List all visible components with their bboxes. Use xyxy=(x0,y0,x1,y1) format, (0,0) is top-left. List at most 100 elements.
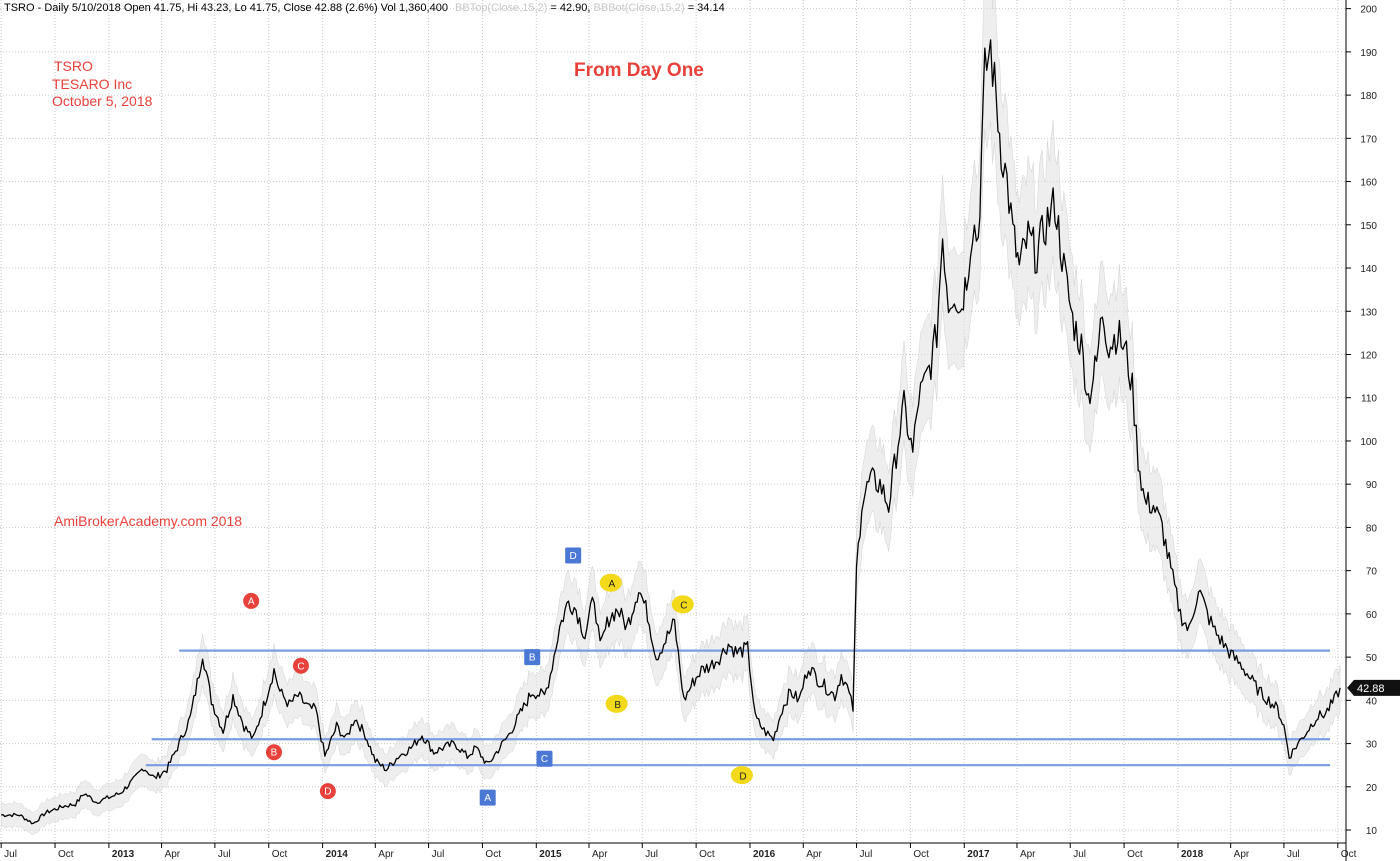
marker-yellow-A: A xyxy=(599,573,629,592)
marker-label: D xyxy=(570,551,577,562)
x-tick-label: 2017 xyxy=(967,849,990,860)
marker-shape xyxy=(524,649,541,666)
x-tick-label: 2016 xyxy=(753,849,776,860)
marker-shape xyxy=(599,573,629,592)
y-tick-label: 50 xyxy=(1366,653,1378,664)
x-tick-label: Jul xyxy=(860,849,873,860)
x-tick-label: Apr xyxy=(806,849,822,860)
marker-label: C xyxy=(680,601,687,612)
marker-yellow-C: C xyxy=(671,595,701,614)
bollinger-band xyxy=(0,0,1341,835)
y-tick-label: 20 xyxy=(1366,783,1378,794)
y-tick-label: 10 xyxy=(1366,826,1378,837)
x-tick-label: 2018 xyxy=(1181,849,1204,860)
marker-red-D: D xyxy=(319,783,336,800)
x-tick-label: Jul xyxy=(1073,849,1086,860)
y-tick-label: 30 xyxy=(1366,740,1378,751)
x-tick-label: Oct xyxy=(913,849,929,860)
marker-shape xyxy=(605,694,635,713)
band-area xyxy=(0,0,1341,835)
marker-label: B xyxy=(529,653,536,664)
x-tick-label: Jul xyxy=(218,849,231,860)
y-tick-label: 150 xyxy=(1360,221,1377,232)
header-main: TSRO - Daily 5/10/2018 Open 41.75, Hi 43… xyxy=(4,2,448,14)
headline: From Day One xyxy=(574,60,704,81)
y-tick-label: 180 xyxy=(1360,91,1377,102)
marker-blue-B: B xyxy=(524,649,541,666)
y-tick-label: 90 xyxy=(1366,480,1378,491)
y-tick-label: 140 xyxy=(1360,264,1377,275)
price-line xyxy=(1,39,1341,825)
x-tick-label: Jul xyxy=(432,849,445,860)
x-tick-label: Oct xyxy=(1341,849,1357,860)
x-tick-label: 2015 xyxy=(539,849,562,860)
x-tick-label: Oct xyxy=(485,849,501,860)
y-tick-label: 130 xyxy=(1360,307,1377,318)
x-tick-label: Apr xyxy=(1020,849,1036,860)
x-tick-label: Oct xyxy=(272,849,288,860)
y-tick-label: 200 xyxy=(1360,5,1377,16)
marker-blue-D: D xyxy=(565,547,582,564)
marker-shape xyxy=(292,657,309,674)
bbbot-label: BBBot(Close,15,2) xyxy=(594,2,685,14)
y-tick-label: 60 xyxy=(1366,610,1378,621)
marker-label: C xyxy=(297,661,304,672)
x-tick-label: 2013 xyxy=(112,849,135,860)
chart-header: TSRO - Daily 5/10/2018 Open 41.75, Hi 43… xyxy=(4,2,725,14)
y-tick-label: 120 xyxy=(1360,350,1377,361)
marker-shape xyxy=(730,766,760,785)
y-tick-label: 100 xyxy=(1360,437,1377,448)
y-tick-label: 40 xyxy=(1366,696,1378,707)
x-tick-label: Jul xyxy=(1287,849,1300,860)
marker-yellow-D: D xyxy=(730,766,760,785)
marker-shape xyxy=(479,789,496,806)
x-tick-label: Jul xyxy=(645,849,658,860)
wave-markers: A B C D A B C D A B C D xyxy=(243,547,760,806)
marker-label: D xyxy=(324,787,331,798)
marker-shape xyxy=(266,744,283,761)
x-tick-label: Oct xyxy=(699,849,715,860)
bbbot-value: = 34.14 xyxy=(688,2,725,14)
support-resistance-lines xyxy=(145,649,1330,767)
x-axis-ticks: Jul Oct 2013 Apr Jul Oct 2014 Apr Jul Oct 2015 Apr J… xyxy=(0,843,1357,860)
bbtop-label: BBTop(Close,15,2) xyxy=(455,2,547,14)
marker-blue-A: A xyxy=(479,789,496,806)
last-price-label: 42.88 xyxy=(1357,683,1385,695)
y-axis-ticks: 10 20 30 40 50 60 70 80 90 100 110 120 130 140 150 160 1… xyxy=(1346,5,1377,837)
x-tick-label: Oct xyxy=(58,849,74,860)
marker-label: A xyxy=(248,596,255,607)
marker-shape xyxy=(565,547,582,564)
marker-red-B: B xyxy=(266,744,283,761)
marker-red-C: C xyxy=(292,657,309,674)
marker-red-A: A xyxy=(243,592,260,609)
y-tick-label: 160 xyxy=(1360,178,1377,189)
ticker-note: TSRO xyxy=(54,58,93,74)
last-price-badge: 42.88 xyxy=(1347,679,1400,696)
marker-shape xyxy=(319,783,336,800)
marker-blue-C: C xyxy=(536,750,553,767)
marker-label: C xyxy=(541,754,548,765)
x-tick-label: Apr xyxy=(592,849,608,860)
marker-label: A xyxy=(484,793,491,804)
marker-shape xyxy=(536,750,553,767)
marker-label: B xyxy=(271,748,278,759)
marker-label: A xyxy=(608,579,615,590)
x-tick-label: Apr xyxy=(378,849,394,860)
y-tick-label: 190 xyxy=(1360,48,1377,59)
date-note: October 5, 2018 xyxy=(52,93,153,109)
marker-shape xyxy=(243,592,260,609)
marker-label: B xyxy=(614,700,621,711)
grid-lines xyxy=(0,0,1346,843)
bbtop-value: = 42.90, xyxy=(550,2,593,14)
x-tick-label: Apr xyxy=(1234,849,1250,860)
marker-yellow-B: B xyxy=(605,694,635,713)
y-tick-label: 170 xyxy=(1360,134,1377,145)
x-tick-label: Jul xyxy=(4,849,17,860)
y-tick-label: 70 xyxy=(1366,567,1378,578)
watermark: AmiBrokerAcademy.com 2018 xyxy=(54,513,242,529)
x-tick-label: 2014 xyxy=(326,849,349,860)
y-tick-label: 80 xyxy=(1366,523,1378,534)
x-tick-label: Oct xyxy=(1127,849,1143,860)
x-tick-label: Apr xyxy=(165,849,181,860)
marker-label: D xyxy=(739,771,746,782)
